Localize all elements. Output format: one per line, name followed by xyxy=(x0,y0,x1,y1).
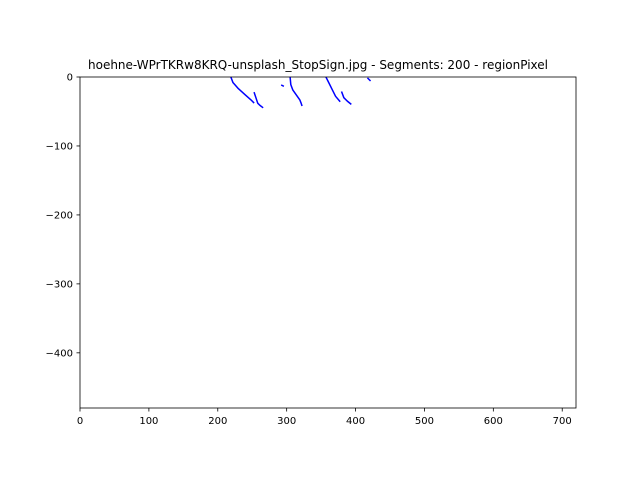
x-tick-label: 700 xyxy=(553,416,572,427)
y-tick-label: −200 xyxy=(46,210,73,221)
series-line-6 xyxy=(340,91,352,105)
axes-layer: 0 100 200 300 400 500 600 700 0 −100 −200 −300 −400 xyxy=(46,73,577,427)
x-tick-label: 600 xyxy=(484,416,503,427)
axes-frame xyxy=(79,76,577,409)
y-tick-label: −100 xyxy=(46,141,73,152)
x-tick-label: 200 xyxy=(208,416,227,427)
series-line-3 xyxy=(280,84,285,87)
y-tick-label: −300 xyxy=(46,279,73,290)
series-line-7 xyxy=(366,77,372,82)
y-tick-label: 0 xyxy=(67,73,73,84)
series-line-5 xyxy=(325,77,341,103)
x-tick-label: 300 xyxy=(277,416,296,427)
x-tick-label: 400 xyxy=(346,416,365,427)
series-line-1 xyxy=(230,77,255,104)
chart-title: hoehne-WPrTKRw8KRQ-unsplash_StopSign.jpg… xyxy=(88,58,548,72)
x-tick-label: 0 xyxy=(77,416,83,427)
x-tick-label: 100 xyxy=(139,416,158,427)
series-line-2 xyxy=(253,91,264,109)
series-layer xyxy=(230,77,372,109)
y-tick-label: −400 xyxy=(46,348,73,359)
x-tick-label: 500 xyxy=(415,416,434,427)
series-line-4 xyxy=(289,77,303,107)
